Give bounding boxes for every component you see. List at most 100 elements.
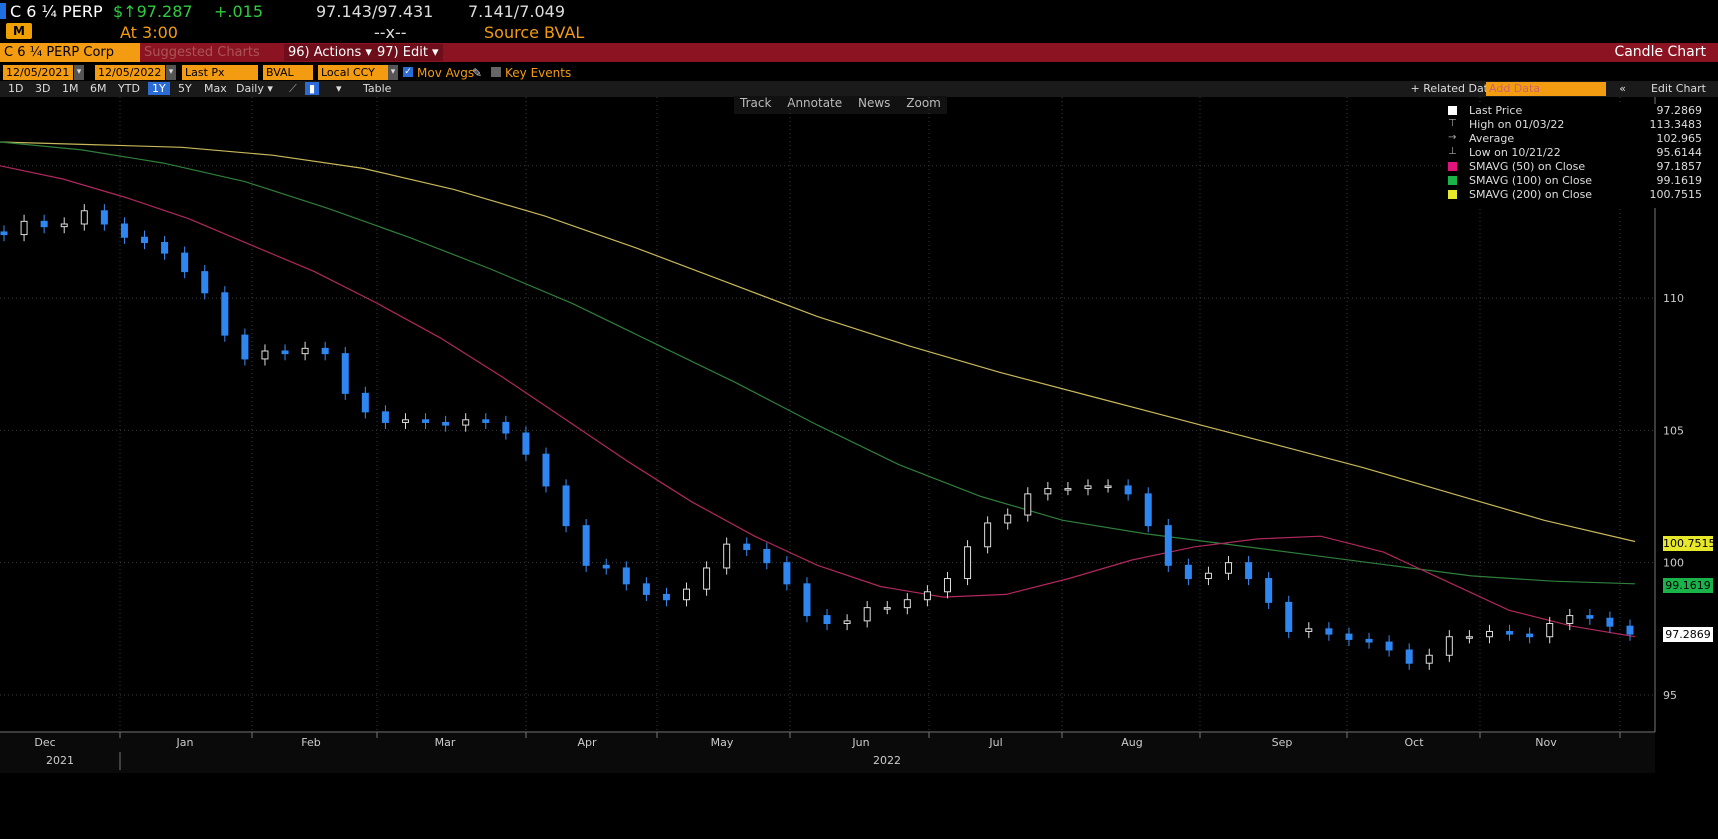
candle-body xyxy=(883,607,891,610)
legend-row: ⊥ Low on 10/21/22 95.6144 xyxy=(1444,146,1708,160)
price-tag: 99.1619 xyxy=(1663,577,1713,593)
collapse-icon[interactable]: « xyxy=(1619,82,1626,95)
candle-body xyxy=(1385,641,1393,651)
candle-body xyxy=(622,567,630,585)
start-date-dropdown[interactable]: ▾ xyxy=(74,65,84,80)
ticker[interactable]: C 6 ¼ PERP xyxy=(10,2,103,21)
x-tick-label: Jan xyxy=(176,736,194,749)
table-button[interactable]: Table xyxy=(363,82,392,95)
related-data-button[interactable]: + Related Dat xyxy=(1410,82,1488,95)
track-tool[interactable]: Track xyxy=(740,96,772,110)
candle-body xyxy=(1506,630,1514,635)
legend-value: 102.965 xyxy=(1656,132,1703,145)
start-date-input[interactable]: 12/05/2021 xyxy=(3,65,73,80)
candle-body xyxy=(843,620,851,625)
period-ytd[interactable]: YTD xyxy=(118,82,140,95)
candle-body xyxy=(863,607,871,622)
candle-body xyxy=(442,421,450,426)
period-bar: 1D 3D 1M 6M YTD 1Y 5Y Max Daily ▾ ⟋ ▮ ▾ … xyxy=(0,81,1718,97)
yield-bid-ask: 7.141/7.049 xyxy=(468,2,565,21)
candle-body xyxy=(602,564,610,569)
candle-body xyxy=(1204,572,1212,580)
line-chart-icon[interactable]: ⟋ xyxy=(289,82,297,95)
pencil-icon[interactable]: ✎ xyxy=(472,66,483,80)
actions-menu[interactable]: 96) Actions ▾ xyxy=(284,44,376,61)
x-tick-label: Jun xyxy=(851,736,869,749)
annotate-tool[interactable]: Annotate xyxy=(787,96,843,110)
legend-value: 97.1857 xyxy=(1656,160,1703,173)
legend-row: → Average 102.965 xyxy=(1444,132,1708,146)
candle-body xyxy=(1124,485,1132,495)
candle-chart[interactable]: 95100105110115DecJanFebMarAprMayJunJulAu… xyxy=(0,97,1718,839)
price-tag: 100.7515 xyxy=(1663,535,1716,551)
candle-body xyxy=(502,421,510,434)
x-tick-label: Sep xyxy=(1272,736,1293,749)
period-1d[interactable]: 1D xyxy=(8,82,24,95)
period-5y[interactable]: 5Y xyxy=(178,82,192,95)
candle-body xyxy=(361,392,369,413)
candle-body xyxy=(803,583,811,617)
legend-value: 97.2869 xyxy=(1656,104,1703,117)
candle-body xyxy=(341,353,349,394)
grid xyxy=(0,97,1655,732)
candle-body xyxy=(1566,615,1574,625)
candle-body xyxy=(1064,488,1072,491)
candle-body xyxy=(1225,562,1233,574)
axes: 95100105110115DecJanFebMarAprMayJunJulAu… xyxy=(0,97,1684,773)
candle-chart-icon[interactable]: ▮ xyxy=(305,82,320,95)
end-date-dropdown[interactable]: ▾ xyxy=(166,65,176,80)
pricing-source: Source BVAL xyxy=(484,23,585,42)
field-select[interactable]: Last Px xyxy=(182,65,258,80)
frequency-dropdown[interactable]: Daily ▾ xyxy=(236,82,273,95)
candle-body xyxy=(1345,633,1353,640)
period-max[interactable]: Max xyxy=(204,82,227,95)
sma200-line xyxy=(0,141,1636,543)
low-marker-icon: ⊥ xyxy=(1448,146,1457,157)
x-tick-label: Aug xyxy=(1121,736,1142,749)
candle-body xyxy=(120,223,128,238)
currency-dropdown[interactable]: ▾ xyxy=(388,65,398,80)
edit-menu[interactable]: 97) Edit ▾ xyxy=(373,44,443,61)
legend-swatch xyxy=(1448,106,1457,115)
period-1m[interactable]: 1M xyxy=(62,82,79,95)
candle-body xyxy=(1546,623,1554,638)
candle-body xyxy=(422,419,430,423)
source-select[interactable]: BVAL xyxy=(263,65,313,80)
news-tool[interactable]: News xyxy=(857,96,891,110)
suggested-charts-button[interactable]: Suggested Charts xyxy=(144,45,260,60)
candle-body xyxy=(401,419,409,423)
chart-options-dropdown[interactable]: ▾ xyxy=(336,82,342,95)
period-3d[interactable]: 3D xyxy=(35,82,51,95)
candle-body xyxy=(1084,485,1092,490)
legend-row: Last Price 97.2869 xyxy=(1444,104,1708,118)
candle-body xyxy=(1586,615,1594,619)
legend-label: High on 01/03/22 xyxy=(1469,118,1565,131)
period-1y[interactable]: 1Y xyxy=(148,82,170,95)
candle-body xyxy=(181,252,189,273)
candle-body xyxy=(943,578,951,593)
quote-subheader: At 3:00 --x-- Source BVAL xyxy=(0,22,1718,42)
chart-type-title: Candle Chart xyxy=(1614,44,1706,60)
candle-body xyxy=(964,546,972,580)
candle-body xyxy=(261,350,269,360)
currency-select[interactable]: Local CCY xyxy=(318,65,388,80)
x-tick-label: May xyxy=(711,736,734,749)
candle-body xyxy=(522,432,530,455)
legend-label: Low on 10/21/22 xyxy=(1469,146,1561,159)
add-data-input[interactable]: Add Data xyxy=(1486,82,1606,96)
sma50-line xyxy=(0,165,1636,638)
end-date-input[interactable]: 12/05/2022 xyxy=(95,65,165,80)
candle-body xyxy=(662,593,670,601)
candle-body xyxy=(201,271,209,294)
security-field[interactable]: C 6 ¼ PERP Corp xyxy=(0,43,140,62)
zoom-tool[interactable]: Zoom xyxy=(906,96,941,110)
m-logo-icon[interactable]: M xyxy=(6,23,32,39)
mov-avgs-checkbox[interactable]: ✓ xyxy=(403,67,413,77)
key-events-label: Key Events xyxy=(505,66,572,80)
key-events-checkbox[interactable] xyxy=(491,67,501,77)
legend-label: SMAVG (200) on Close xyxy=(1469,188,1593,201)
period-6m[interactable]: 6M xyxy=(90,82,107,95)
last-price: $↑97.287 xyxy=(113,2,193,21)
candle-body xyxy=(1325,628,1333,635)
edit-chart-button[interactable]: Edit Chart xyxy=(1650,82,1706,95)
